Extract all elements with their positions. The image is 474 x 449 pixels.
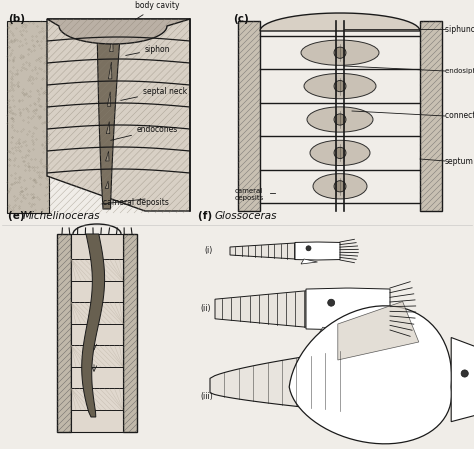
Text: cameral deposits: cameral deposits	[103, 198, 169, 207]
Ellipse shape	[313, 174, 367, 199]
Text: (f): (f)	[198, 211, 216, 221]
Polygon shape	[105, 181, 109, 188]
Polygon shape	[82, 234, 105, 417]
Text: body cavity: body cavity	[135, 1, 180, 20]
Ellipse shape	[310, 140, 370, 166]
Polygon shape	[230, 243, 295, 259]
Polygon shape	[106, 151, 109, 161]
Ellipse shape	[328, 299, 335, 306]
Polygon shape	[260, 13, 420, 31]
Ellipse shape	[334, 114, 346, 125]
Polygon shape	[295, 242, 340, 260]
Text: siphon: siphon	[126, 44, 171, 55]
Bar	[57, 234, 71, 432]
Bar	[420, 21, 442, 211]
Polygon shape	[338, 301, 419, 360]
Ellipse shape	[334, 180, 346, 192]
Text: (iii): (iii)	[200, 392, 213, 401]
Bar	[123, 234, 137, 432]
Polygon shape	[319, 327, 348, 334]
Ellipse shape	[307, 107, 373, 132]
Polygon shape	[107, 92, 111, 106]
Ellipse shape	[461, 370, 468, 377]
Text: (i): (i)	[205, 247, 213, 255]
Ellipse shape	[334, 47, 346, 58]
Text: Glossoceras: Glossoceras	[215, 211, 277, 221]
Polygon shape	[301, 259, 318, 264]
Text: siphuncular tube: siphuncular tube	[445, 25, 474, 34]
Text: septal neck: septal neck	[121, 87, 187, 101]
Text: cameral
deposits: cameral deposits	[235, 188, 264, 201]
Polygon shape	[210, 349, 354, 412]
Polygon shape	[109, 62, 112, 79]
Polygon shape	[47, 19, 190, 44]
Polygon shape	[289, 306, 452, 444]
Polygon shape	[106, 122, 110, 134]
Text: connecting ring: connecting ring	[445, 111, 474, 120]
Polygon shape	[47, 19, 190, 211]
Text: septum: septum	[445, 157, 474, 166]
Ellipse shape	[301, 40, 379, 65]
Ellipse shape	[334, 80, 346, 92]
Bar	[238, 21, 260, 211]
Bar	[71, 234, 123, 432]
Text: endosiphuncular canal: endosiphuncular canal	[445, 68, 474, 74]
Polygon shape	[451, 338, 474, 422]
Bar	[7, 21, 49, 213]
Text: (b): (b)	[8, 14, 25, 24]
Ellipse shape	[306, 246, 311, 251]
Text: (c): (c)	[233, 14, 249, 24]
Polygon shape	[306, 288, 390, 330]
Text: (e): (e)	[8, 211, 28, 221]
Polygon shape	[97, 23, 121, 209]
Text: endocones: endocones	[111, 124, 178, 141]
Text: (ii): (ii)	[200, 304, 210, 313]
Ellipse shape	[304, 74, 376, 99]
Ellipse shape	[334, 147, 346, 158]
Polygon shape	[109, 32, 113, 52]
Text: Michelinoceras: Michelinoceras	[23, 211, 100, 221]
Polygon shape	[215, 291, 306, 327]
